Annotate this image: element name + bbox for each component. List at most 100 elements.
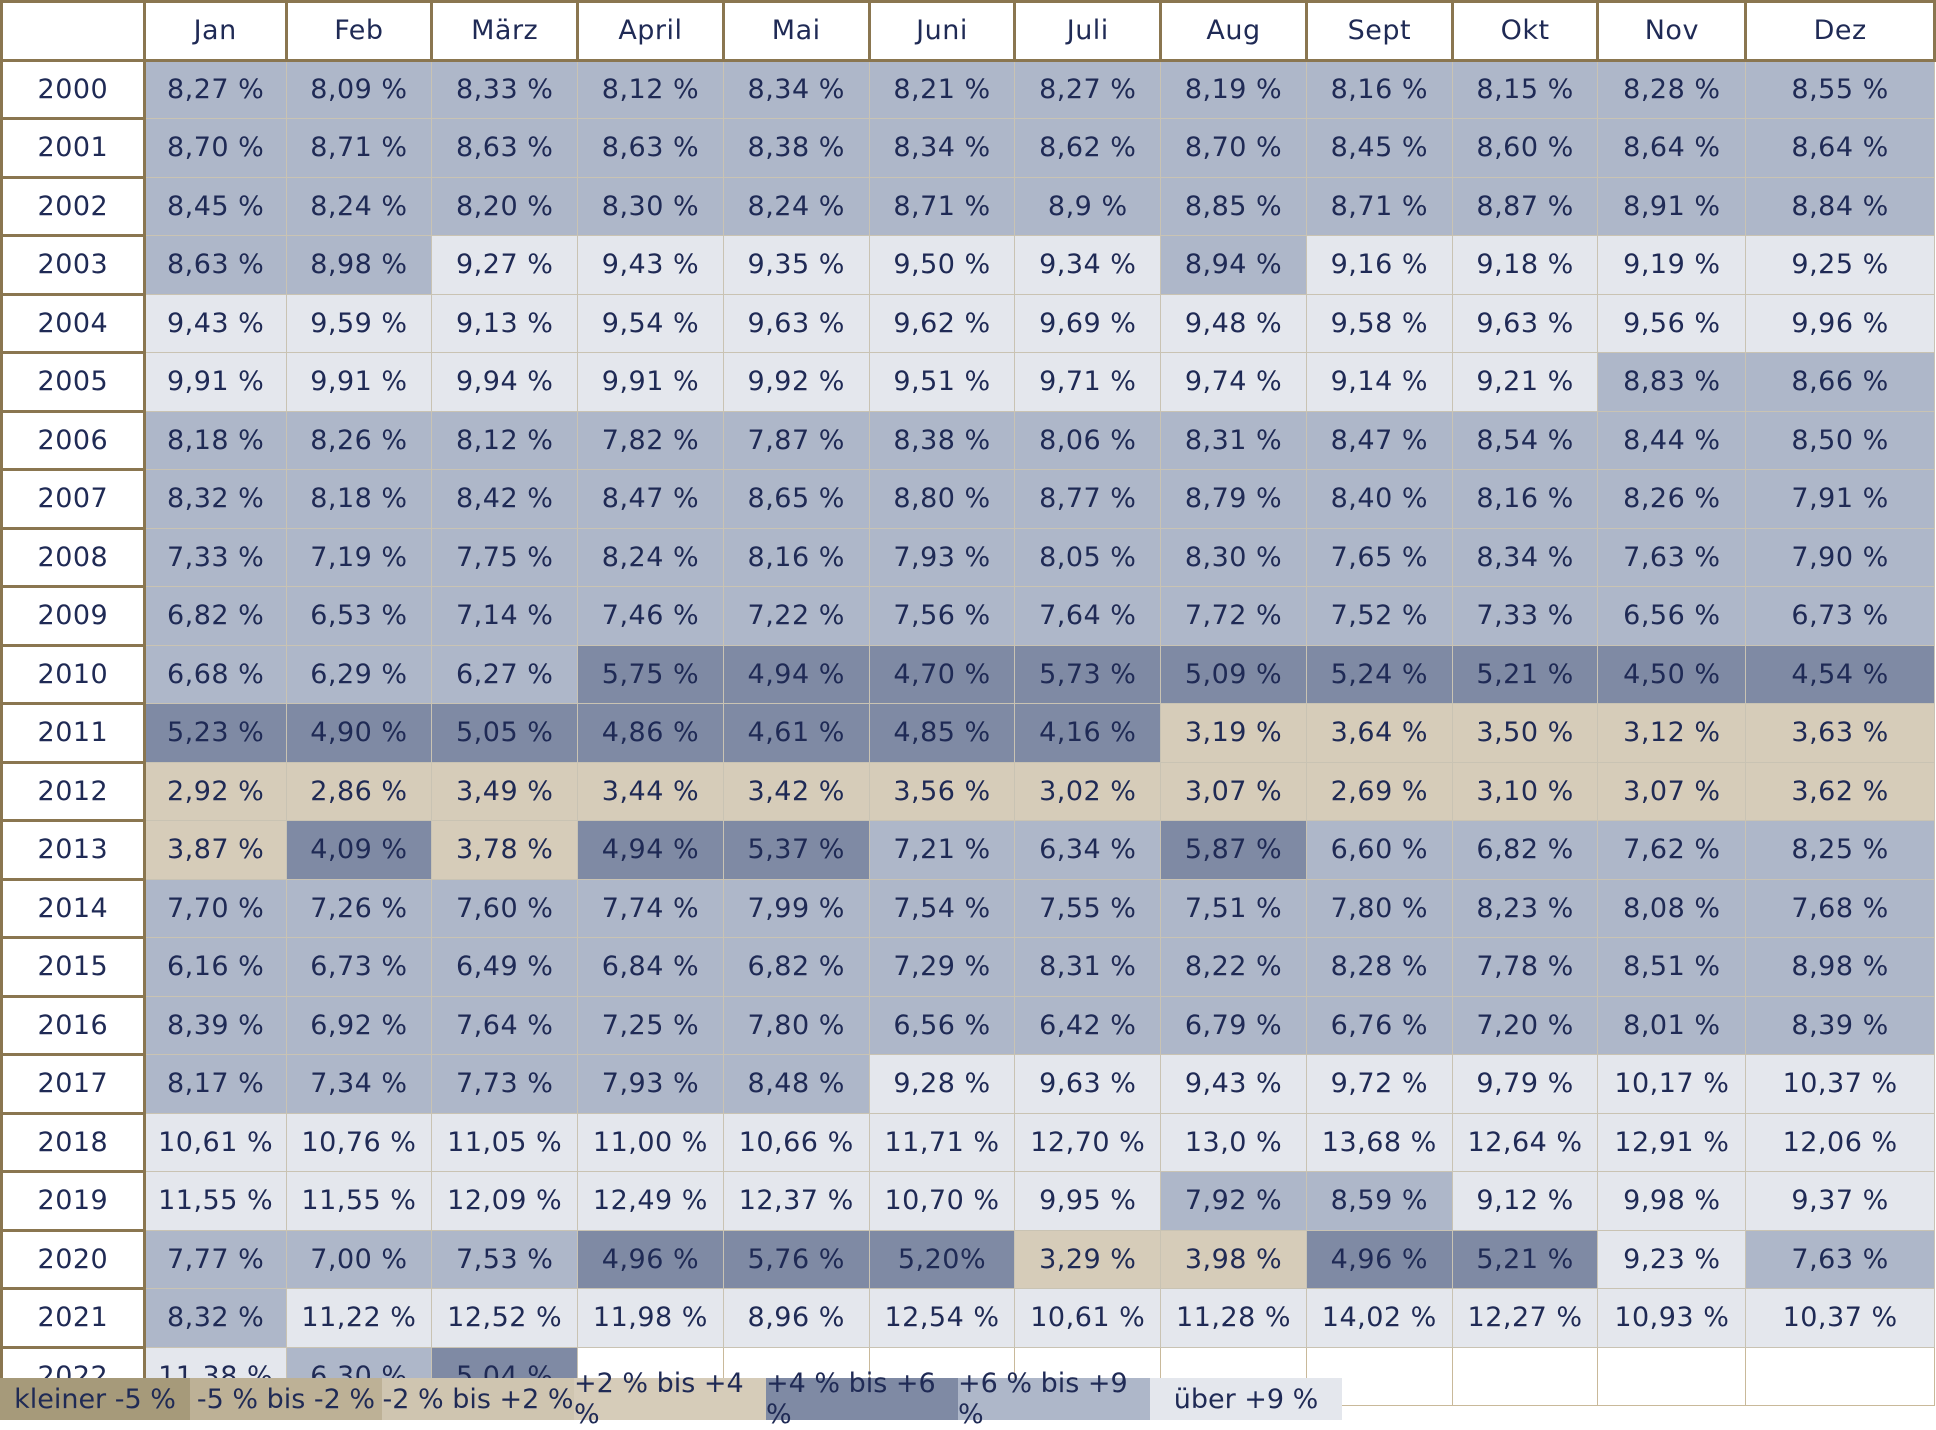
value-cell: 8,62 % xyxy=(1014,118,1162,178)
value-cell: 8,32 % xyxy=(143,469,287,529)
value-cell: 7,63 % xyxy=(1597,527,1747,587)
value-cell: 6,27 % xyxy=(431,644,579,704)
value-cell: 8,40 % xyxy=(1305,469,1453,529)
legend-item-2: -5 % bis -2 % xyxy=(190,1378,382,1420)
month-header-6: Juni xyxy=(867,0,1017,62)
value-cell: 3,19 % xyxy=(1160,703,1307,763)
value-cell: 9,14 % xyxy=(1305,352,1453,412)
value-cell: 5,21 % xyxy=(1451,1229,1599,1289)
value-cell: 8,26 % xyxy=(285,410,433,470)
value-cell: 8,16 % xyxy=(1451,469,1599,529)
value-cell: 8,9 % xyxy=(1014,176,1162,236)
year-row: 2014 7,70 % 7,26 % 7,60 % 7,74 % 7,99 % 7,54 %… xyxy=(0,877,1935,939)
value-cell: 5,37 % xyxy=(722,820,870,880)
month-header-5: Mai xyxy=(721,0,871,62)
value-cell: 7,77 % xyxy=(143,1229,287,1289)
value-cell: 4,70 % xyxy=(868,644,1016,704)
value-cell: 9,71 % xyxy=(1014,352,1162,412)
value-cell: 3,78 % xyxy=(431,820,579,880)
value-cell: 6,34 % xyxy=(1014,820,1162,880)
value-cell: 8,91 % xyxy=(1597,176,1747,236)
month-header-row: Jan Feb März April Mai Juni Juli Aug Sept Okt Nov D… xyxy=(0,0,1936,62)
month-header-11: Nov xyxy=(1596,0,1748,62)
value-cell: 6,82 % xyxy=(722,937,870,997)
value-cell: 8,59 % xyxy=(1305,1171,1453,1231)
value-cell: 8,38 % xyxy=(868,410,1016,470)
year-row: 2009 6,82 % 6,53 % 7,14 % 7,46 % 7,22 % 7,56 %… xyxy=(0,585,1935,647)
value-cell: 5,23 % xyxy=(143,703,287,763)
year-row: 2006 8,18 % 8,26 % 8,12 % 7,82 % 7,87 % 8,38 %… xyxy=(0,409,1935,471)
year-label: 2017 xyxy=(0,1053,146,1115)
value-cell: 7,70 % xyxy=(143,878,287,938)
year-row: 2011 5,23 % 4,90 % 5,05 % 4,86 % 4,61 % 4,85 %… xyxy=(0,702,1935,764)
value-cell: 7,93 % xyxy=(577,1054,724,1114)
legend-item-1: kleiner -5 % xyxy=(0,1378,190,1420)
value-cell: 5,24 % xyxy=(1305,644,1453,704)
value-cell: 7,14 % xyxy=(431,586,579,646)
value-cell: 7,20 % xyxy=(1451,995,1599,1055)
month-header-1: Jan xyxy=(142,0,288,62)
value-cell: 9,28 % xyxy=(868,1054,1016,1114)
value-cell: 8,84 % xyxy=(1745,176,1935,236)
value-cell: 6,76 % xyxy=(1305,995,1453,1055)
year-label: 2008 xyxy=(0,526,146,588)
year-row: 2018 10,61 % 10,76 % 11,05 % 11,00 % 10,66 % 1… xyxy=(0,1111,1935,1173)
value-cell: 3,87 % xyxy=(143,820,287,880)
value-cell: 8,63 % xyxy=(577,118,724,178)
value-cell: 3,07 % xyxy=(1597,761,1747,821)
value-cell: 7,78 % xyxy=(1451,937,1599,997)
value-cell: 9,25 % xyxy=(1745,235,1935,295)
value-cell: 7,63 % xyxy=(1745,1229,1935,1289)
legend-item-4: +2 % bis +4 % xyxy=(574,1368,766,1430)
value-cell: 4,85 % xyxy=(868,703,1016,763)
value-cell: 4,09 % xyxy=(285,820,433,880)
value-cell: 6,82 % xyxy=(143,586,287,646)
value-cell: 3,42 % xyxy=(722,761,870,821)
value-cell: 4,90 % xyxy=(285,703,433,763)
year-row: 2021 8,32 % 11,22 % 12,52 % 11,98 % 8,96 % 12,… xyxy=(0,1287,1935,1349)
year-label: 2020 xyxy=(0,1228,146,1290)
value-cell: 8,24 % xyxy=(285,176,433,236)
value-cell: 9,79 % xyxy=(1451,1054,1599,1114)
value-cell: 8,87 % xyxy=(1451,176,1599,236)
value-cell: 7,90 % xyxy=(1745,527,1935,587)
value-cell: 7,74 % xyxy=(577,878,724,938)
year-label: 2009 xyxy=(0,585,146,647)
value-cell: 9,16 % xyxy=(1305,235,1453,295)
value-cell: 4,96 % xyxy=(1305,1229,1453,1289)
value-cell: 9,63 % xyxy=(1014,1054,1162,1114)
value-cell: 10,61 % xyxy=(143,1112,287,1172)
value-cell: 8,28 % xyxy=(1597,59,1747,119)
value-cell: 9,43 % xyxy=(143,293,287,353)
value-cell: 9,72 % xyxy=(1305,1054,1453,1114)
value-cell: 9,91 % xyxy=(577,352,724,412)
value-cell: 8,09 % xyxy=(285,59,433,119)
value-cell: 7,22 % xyxy=(722,586,870,646)
year-label: 2019 xyxy=(0,1170,146,1232)
value-cell: 7,62 % xyxy=(1597,820,1747,880)
value-cell: 8,25 % xyxy=(1745,820,1935,880)
value-cell: 7,99 % xyxy=(722,878,870,938)
value-cell: 3,10 % xyxy=(1451,761,1599,821)
year-row: 2007 8,32 % 8,18 % 8,42 % 8,47 % 8,65 % 8,80 %… xyxy=(0,468,1935,530)
value-cell: 9,74 % xyxy=(1160,352,1307,412)
value-cell: 8,26 % xyxy=(1597,469,1747,529)
value-cell: 8,79 % xyxy=(1160,469,1307,529)
value-cell: 4,86 % xyxy=(577,703,724,763)
value-cell: 12,52 % xyxy=(431,1288,579,1348)
year-row: 2010 6,68 % 6,29 % 6,27 % 5,75 % 4,94 % 4,70 %… xyxy=(0,643,1935,705)
year-label: 2021 xyxy=(0,1287,146,1349)
value-cell: 8,16 % xyxy=(1305,59,1453,119)
value-cell: 8,71 % xyxy=(1305,176,1453,236)
value-cell: 6,60 % xyxy=(1305,820,1453,880)
value-cell: 8,51 % xyxy=(1597,937,1747,997)
value-cell: 8,18 % xyxy=(285,469,433,529)
value-cell: 8,54 % xyxy=(1451,410,1599,470)
value-cell: 9,50 % xyxy=(868,235,1016,295)
value-cell: 2,86 % xyxy=(285,761,433,821)
color-legend: kleiner -5 % -5 % bis -2 % -2 % bis +2 % +2… xyxy=(0,1368,1342,1430)
year-label: 2010 xyxy=(0,643,146,705)
value-cell: 6,49 % xyxy=(431,937,579,997)
value-cell: 4,16 % xyxy=(1014,703,1162,763)
value-cell: 7,60 % xyxy=(431,878,579,938)
